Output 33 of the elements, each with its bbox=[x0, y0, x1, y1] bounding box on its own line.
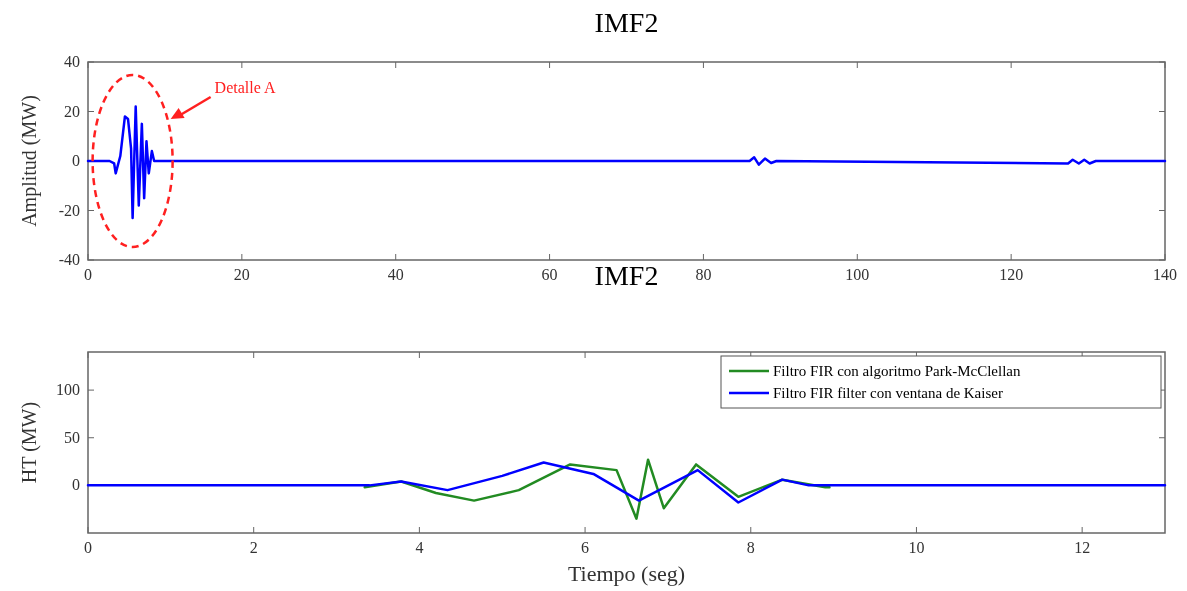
y-tick-label: 40 bbox=[64, 53, 80, 70]
x-tick-label: 100 bbox=[845, 266, 870, 283]
line-series bbox=[86, 461, 1167, 504]
x-tick-label: 10 bbox=[908, 539, 925, 556]
y-axis-title: Amplitud (MW) bbox=[18, 95, 41, 227]
legend-label: Filtro FIR filter con ventana de Kaiser bbox=[773, 385, 1003, 401]
x-tick-label: 4 bbox=[415, 539, 424, 556]
chart-title: IMF2 bbox=[594, 260, 659, 291]
x-tick-label: 8 bbox=[746, 539, 755, 556]
x-tick-label: 2 bbox=[249, 539, 258, 556]
x-tick-label: 0 bbox=[84, 539, 92, 556]
x-tick-label: 20 bbox=[233, 266, 250, 283]
x-tick-label: 12 bbox=[1074, 539, 1091, 556]
y-tick-label: 100 bbox=[56, 381, 80, 399]
annotation: Detalle A bbox=[214, 79, 276, 96]
x-tick-label: 60 bbox=[541, 266, 558, 283]
x-tick-label: 140 bbox=[1153, 266, 1177, 283]
x-tick-label: 120 bbox=[999, 266, 1024, 283]
y-tick-label: 20 bbox=[64, 102, 80, 120]
x-tick-label: 80 bbox=[695, 266, 712, 283]
y-tick-label: -40 bbox=[58, 251, 80, 268]
x-tick-label: 40 bbox=[387, 266, 404, 283]
y-tick-label: -20 bbox=[58, 201, 80, 219]
legend-label: Filtro FIR con algoritmo Park-McClellan bbox=[773, 363, 1021, 379]
y-tick-label: 0 bbox=[72, 476, 80, 494]
y-tick-label: 0 bbox=[72, 152, 80, 169]
x-tick-label: 6 bbox=[581, 539, 590, 556]
x-tick-label: 0 bbox=[84, 266, 92, 283]
x-axis-title: Tiempo (seg) bbox=[567, 561, 686, 586]
line-series bbox=[86, 105, 1167, 220]
chart-title: IMF2 bbox=[594, 7, 659, 38]
y-axis-title: HT (MW) bbox=[18, 401, 41, 484]
y-tick-label: 50 bbox=[64, 428, 80, 446]
